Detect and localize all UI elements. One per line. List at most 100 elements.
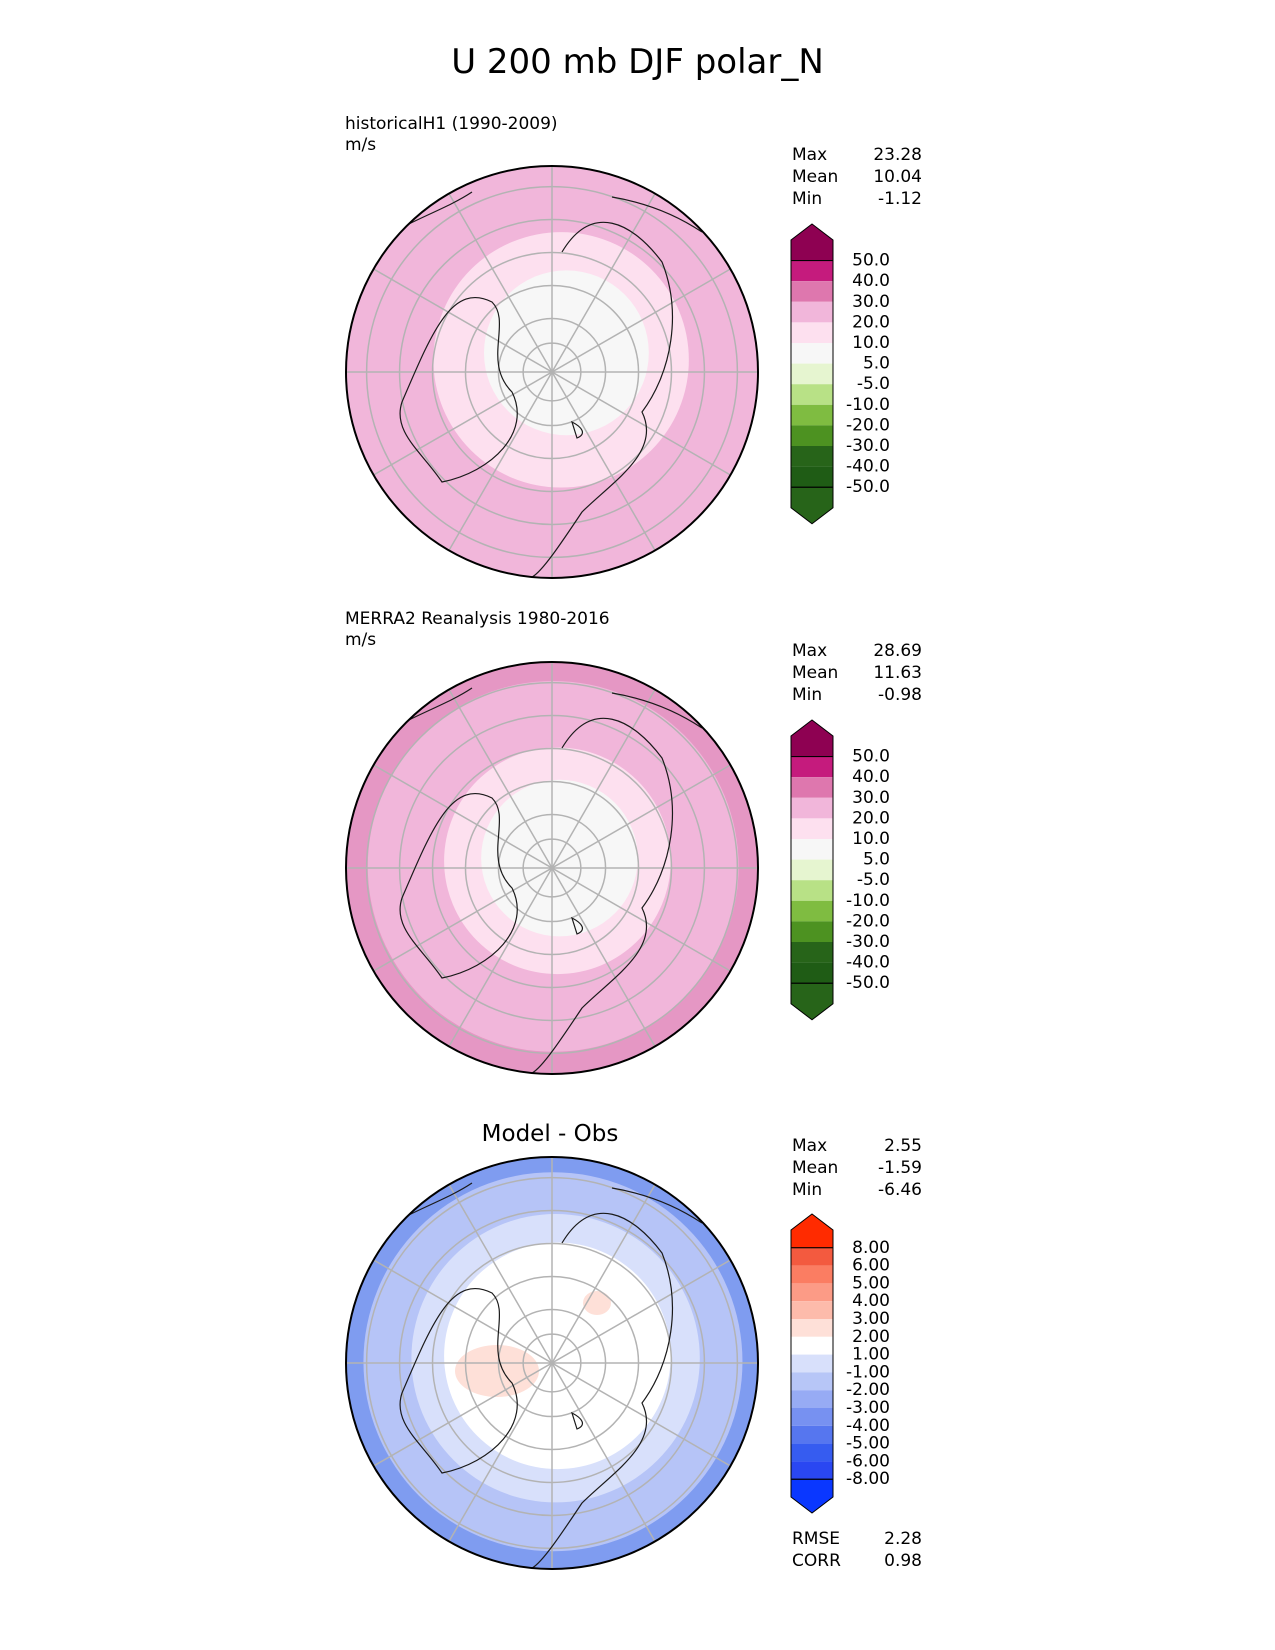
colorbar-bin [791, 756, 833, 778]
colorbar-bin [791, 425, 833, 446]
colorbar-difference: 8.006.005.004.003.002.001.00-1.00-2.00-3… [790, 1213, 890, 1514]
colorbar-extend-top [790, 223, 834, 262]
stat-min-label: Min [792, 685, 823, 705]
stat-max-value: 28.69 [873, 641, 922, 661]
colorbar-tick-label: 50.0 [852, 251, 890, 271]
stat-max-label: Max [792, 641, 828, 661]
colorbar-tick-label: -5.00 [846, 1434, 890, 1454]
map-body [346, 662, 758, 1074]
panel-3-stats: Max 2.55 Mean -1.59 Min -6.46 [792, 1135, 922, 1201]
coastline [571, 1411, 584, 1430]
map-body [346, 1157, 758, 1569]
panel-3-footer-stats: RMSE 2.28 CORR 0.98 [792, 1528, 922, 1572]
panel-2-title: MERRA2 Reanalysis 1980-2016 [345, 609, 610, 629]
colorbar-bin [791, 1408, 833, 1426]
longitude-line [373, 268, 731, 476]
coastline [611, 692, 703, 729]
rmse-value: 2.28 [884, 1529, 922, 1549]
figure-title: U 200 mb DJF polar_N [451, 42, 824, 82]
colorbar-tick-label: -50.0 [846, 973, 890, 993]
colorbar-frame [790, 756, 834, 984]
colorbar-bin [791, 797, 833, 819]
stat-mean-value: -1.59 [878, 1158, 922, 1178]
stat-mean-label: Mean [792, 1158, 839, 1178]
longitude-line [373, 1259, 731, 1467]
colorbar-bin [791, 1283, 833, 1302]
stat-max-value: 2.55 [884, 1136, 922, 1156]
colorbar-bin [791, 1390, 833, 1408]
colorbar-bin [791, 818, 833, 839]
colorbar-tick-label: 30.0 [852, 788, 890, 808]
colorbar-frame [790, 260, 834, 488]
panel-1-title-block: historicalH1 (1990-2009) m/s [345, 114, 558, 156]
colorbar-bin [791, 384, 833, 405]
colorbar-frame [790, 1247, 834, 1480]
colorbar-bin [791, 343, 833, 364]
colorbar-tick-label: 20.0 [852, 808, 890, 828]
colorbar-bin [791, 1443, 833, 1462]
field-band [481, 779, 638, 937]
colorbar-tick-label: 50.0 [852, 747, 890, 767]
coastline [399, 296, 518, 483]
map-boundary [345, 165, 759, 579]
corr-value: 0.98 [884, 1551, 922, 1571]
map-body [346, 166, 758, 578]
polar-map-merra2 [345, 661, 759, 1075]
colorbar-bin [791, 301, 833, 323]
stat-min-value: -0.98 [878, 685, 922, 705]
stat-max-label: Max [792, 1136, 828, 1156]
colorbar-bin [791, 880, 833, 901]
rmse-label: RMSE [792, 1529, 841, 1549]
colorbar-tick-label: 40.0 [852, 271, 890, 291]
colorbar-bin [791, 777, 833, 798]
coastline [399, 792, 518, 979]
colorbar-bin [791, 260, 833, 282]
map-boundary [345, 1156, 759, 1570]
colorbar-bin [791, 363, 833, 385]
stat-mean-value: 10.04 [873, 167, 922, 187]
colorbar-tick-label: -10.0 [846, 891, 890, 911]
colorbar-extend-top [790, 1213, 834, 1249]
colorbar-tick-label: -5.0 [857, 870, 890, 890]
colorbar-bin [791, 466, 833, 488]
colorbar-tick-label: -5.0 [857, 374, 890, 394]
colorbar-bin [791, 1247, 833, 1266]
colorbar-tick-label: -3.00 [846, 1398, 890, 1418]
colorbar-tick-label: 5.0 [863, 354, 890, 374]
colorbar-bin [791, 1372, 833, 1391]
colorbar-bin [791, 839, 833, 860]
colorbar-bin [791, 962, 833, 984]
colorbar-bin [791, 859, 833, 881]
colorbar-bin [791, 1354, 833, 1373]
colorbar-bin [791, 942, 833, 963]
stat-min-value: -1.12 [878, 189, 922, 209]
colorbar-tick-label: -8.00 [846, 1469, 890, 1489]
panel-1-stats: Max 23.28 Mean 10.04 Min -1.12 [792, 144, 922, 210]
colorbar-tick-label: 5.0 [863, 850, 890, 870]
stat-mean-label: Mean [792, 167, 839, 187]
map-boundary [345, 661, 759, 1075]
colorbar-tick-label: -40.0 [846, 457, 890, 477]
colorbar-bin [791, 322, 833, 343]
colorbar-tick-label: 1.00 [852, 1345, 890, 1365]
colorbar-tick-label: 8.00 [852, 1238, 890, 1258]
corr-label: CORR [792, 1551, 841, 1571]
coastline [399, 1287, 518, 1474]
colorbar-tick-label: -40.0 [846, 953, 890, 973]
colorbar-tick-label: 10.0 [852, 333, 890, 353]
colorbar-tick-label: 20.0 [852, 312, 890, 332]
stat-min-value: -6.46 [878, 1180, 922, 1200]
colorbar-tick-label: 40.0 [852, 767, 890, 787]
coastline [571, 916, 584, 935]
colorbar-extend-bottom [790, 1478, 834, 1514]
polar-map-historical [345, 165, 759, 579]
colorbar-bin [791, 1425, 833, 1444]
longitude-line [373, 764, 731, 972]
colorbar-bin [791, 1461, 833, 1480]
colorbar-tick-label: -20.0 [846, 911, 890, 931]
stat-max-label: Max [792, 145, 828, 165]
stat-mean-label: Mean [792, 663, 839, 683]
stat-min-label: Min [792, 189, 823, 209]
colorbar-tick-label: 5.00 [852, 1273, 890, 1293]
field-band [484, 270, 649, 436]
